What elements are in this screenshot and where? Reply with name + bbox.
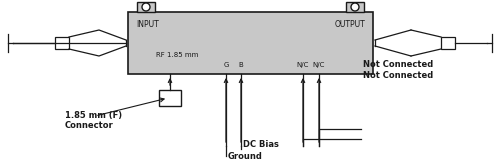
Bar — [441, 37, 455, 49]
Text: G: G — [224, 62, 228, 68]
Circle shape — [351, 3, 359, 11]
Text: RF 1.85 mm: RF 1.85 mm — [156, 52, 198, 58]
Bar — [55, 37, 69, 49]
Text: B: B — [238, 62, 244, 68]
Circle shape — [142, 3, 150, 11]
Text: N/C: N/C — [313, 62, 325, 68]
Text: OUTPUT: OUTPUT — [334, 20, 365, 29]
Text: DC Bias: DC Bias — [243, 140, 279, 149]
Bar — [159, 90, 181, 106]
Text: N/C: N/C — [297, 62, 309, 68]
Text: Ground: Ground — [228, 152, 263, 161]
Bar — [128, 12, 373, 74]
Text: INPUT: INPUT — [136, 20, 159, 29]
Text: Connector: Connector — [65, 121, 114, 130]
Bar — [346, 2, 364, 12]
Bar — [137, 2, 155, 12]
Text: Not Connected: Not Connected — [363, 71, 433, 80]
Text: 1.85 mm (F): 1.85 mm (F) — [65, 111, 122, 120]
Text: Not Connected: Not Connected — [363, 60, 433, 69]
